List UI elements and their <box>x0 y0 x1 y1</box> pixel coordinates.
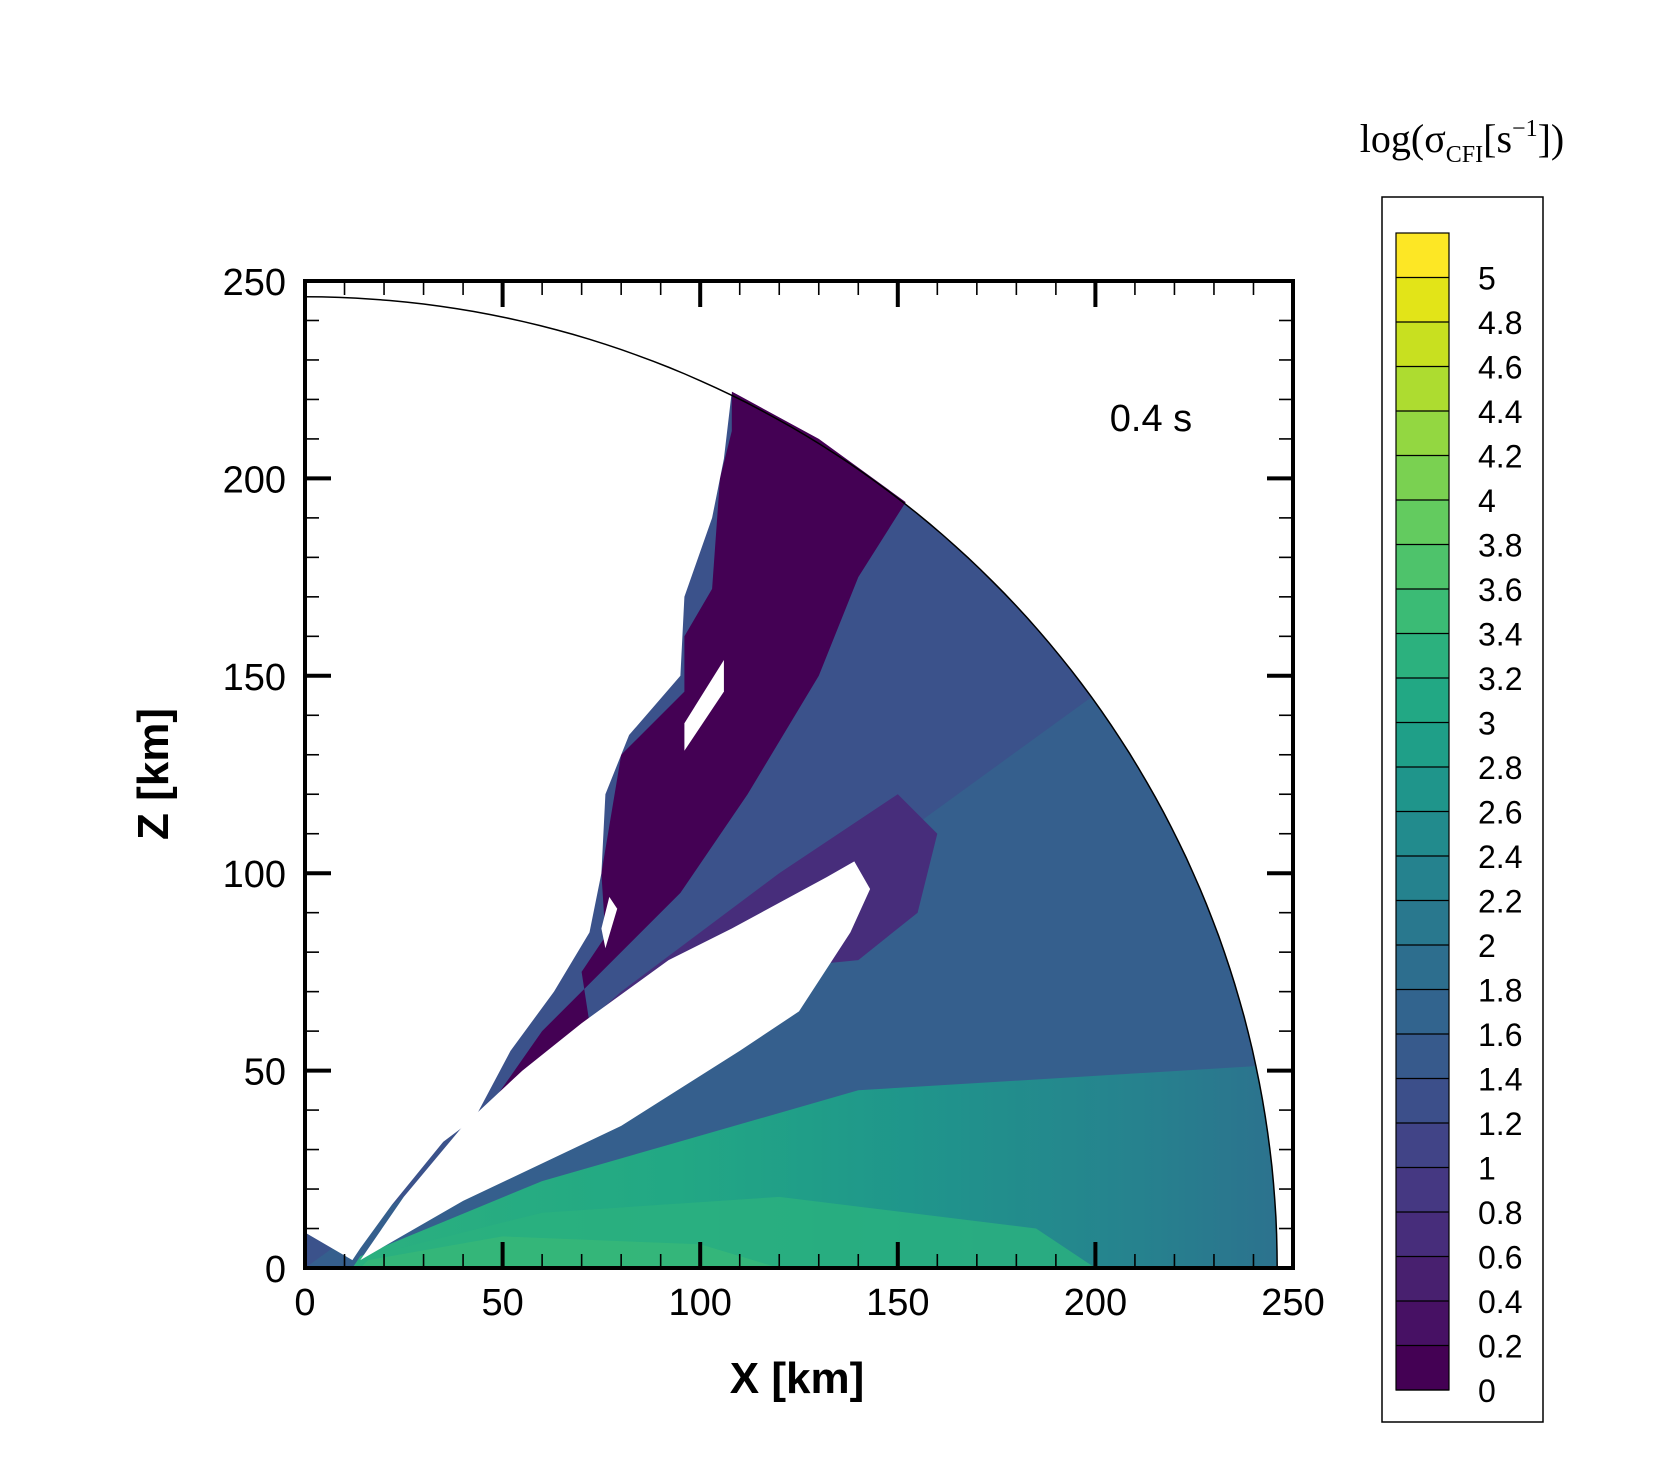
colorbar-label: 3.2 <box>1478 661 1522 697</box>
colorbar-labels: 0 0.2 0.4 0.6 0.8 1 1.2 1.4 1.6 1.8 2 2.2 2.4 2.6 2.8 3… <box>1478 261 1522 1410</box>
colorbar-swatch <box>1396 411 1449 456</box>
colorbar-label: 1.8 <box>1478 973 1522 1009</box>
colorbar-swatch <box>1396 1167 1449 1212</box>
colorbar-label: 4 <box>1478 483 1496 519</box>
x-tick-label: 250 <box>1261 1282 1324 1324</box>
x-tick-label: 200 <box>1064 1282 1127 1324</box>
x-tick-label: 50 <box>481 1282 523 1324</box>
colorbar-label: 2 <box>1478 928 1496 964</box>
colorbar-label: 1.2 <box>1478 1106 1522 1142</box>
colorbar-label: 3 <box>1478 706 1496 742</box>
x-tick-label: 0 <box>294 1282 315 1324</box>
y-tick-labels: 0 50 100 150 200 250 <box>223 262 286 1291</box>
colorbar-label: 2.6 <box>1478 795 1522 831</box>
colorbar-swatch <box>1396 544 1449 589</box>
y-tick-label: 150 <box>223 657 286 699</box>
field-equatorial-core <box>360 1236 780 1268</box>
colorbar-title: log(σCFI[s−1]) <box>1360 116 1564 168</box>
colorbar-swatch <box>1396 945 1449 990</box>
colorbar-swatch <box>1396 1123 1449 1168</box>
colorbar-label: 4.4 <box>1478 394 1522 430</box>
field-cavity-outflow <box>360 861 871 1261</box>
x-tick-label: 150 <box>866 1282 929 1324</box>
colorbar-swatch <box>1396 856 1449 901</box>
colorbar-swatch <box>1396 1301 1449 1346</box>
y-tick-label: 50 <box>244 1052 286 1094</box>
field-cavity-small-1 <box>680 446 716 506</box>
colorbar-swatch <box>1396 455 1449 500</box>
y-tick-label: 200 <box>223 459 286 501</box>
x-tick-labels: 0 50 100 150 200 250 <box>294 1282 1324 1324</box>
y-tick-label: 100 <box>223 854 286 896</box>
colorbar-label: 4.2 <box>1478 439 1522 475</box>
colorbar-label: 1.4 <box>1478 1062 1522 1098</box>
colorbar-swatch <box>1396 900 1449 945</box>
y-axis-label: Z [km] <box>129 708 178 840</box>
colorbar-swatch <box>1396 1034 1449 1079</box>
colorbar-swatch <box>1396 811 1449 856</box>
colorbar-swatch <box>1396 322 1449 367</box>
colorbar-label: 3.6 <box>1478 572 1522 608</box>
colorbar-swatch <box>1396 767 1449 812</box>
colorbar-swatch <box>1396 722 1449 767</box>
colorbar-outline <box>1395 232 1450 1391</box>
colorbar-swatch <box>1396 233 1449 278</box>
colorbar <box>1395 232 1450 1391</box>
colorbar-label: 4.8 <box>1478 305 1522 341</box>
colorbar-label: 0.4 <box>1478 1284 1522 1320</box>
colorbar-swatch <box>1396 1256 1449 1301</box>
field-polar-lobe <box>486 391 906 1111</box>
field-cavity-small-2 <box>684 660 724 751</box>
y-tick-label: 0 <box>265 1249 286 1291</box>
colorbar-swatch <box>1396 1345 1449 1390</box>
colorbar-swatch <box>1396 1078 1449 1123</box>
colorbar-label: 1.6 <box>1478 1017 1522 1053</box>
colorbar-swatch <box>1396 678 1449 723</box>
colorbar-label: 0.8 <box>1478 1195 1522 1231</box>
colorbar-label: 0 <box>1478 1373 1496 1409</box>
colorbar-swatch <box>1396 366 1449 411</box>
colorbar-label: 4.6 <box>1478 350 1522 386</box>
field-cavity-polar <box>305 281 1293 1261</box>
colorbar-label: 3.8 <box>1478 528 1522 564</box>
colorbar-swatch <box>1396 277 1449 322</box>
colorbar-label: 1 <box>1478 1151 1496 1187</box>
y-tick-label: 250 <box>223 262 286 304</box>
colorbar-label: 0.6 <box>1478 1240 1522 1276</box>
colorbar-swatch <box>1396 1212 1449 1257</box>
contour-plot-area <box>305 281 1293 1268</box>
domain-boundary-arc <box>305 296 1278 1268</box>
colorbar-swatch <box>1396 589 1449 634</box>
colorbar-swatch <box>1396 500 1449 545</box>
colorbar-swatch <box>1396 989 1449 1034</box>
colorbar-swatch <box>1396 633 1449 678</box>
plot-frame <box>303 279 1295 1270</box>
colorbar-label: 2.2 <box>1478 884 1522 920</box>
time-annotation: 0.4 s <box>1110 398 1192 440</box>
colorbar-label: 0.2 <box>1478 1329 1522 1365</box>
field-cavity-small-3 <box>601 896 618 949</box>
x-tick-label: 100 <box>668 1282 731 1324</box>
colorbar-label: 5 <box>1478 261 1496 297</box>
x-axis-label: X [km] <box>730 1354 864 1403</box>
colorbar-label: 2.8 <box>1478 750 1522 786</box>
axis-ticks <box>303 279 1295 1270</box>
colorbar-label: 3.4 <box>1478 617 1522 653</box>
colorbar-label: 2.4 <box>1478 839 1522 875</box>
